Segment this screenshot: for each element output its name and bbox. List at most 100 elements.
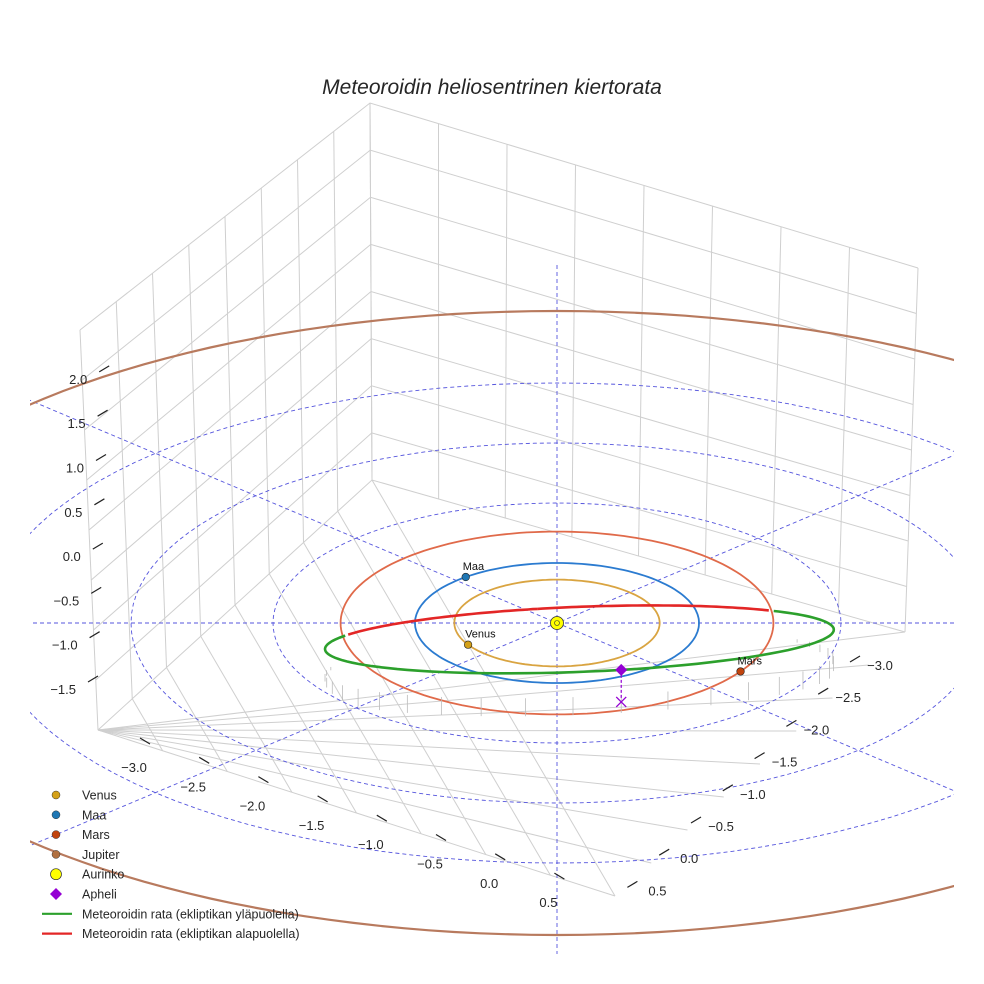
legend-marker [50,868,62,881]
legend-marker [51,810,61,820]
x-tick-label: −3.0 [121,760,147,775]
meteoroid-orbit-above [323,609,836,675]
y-tick-label: −1.0 [740,787,766,802]
z-tick-mark [98,365,110,373]
planet-label-venus: Venus [465,629,496,641]
z-tick-label: 0.5 [64,505,82,520]
z-tick-mark [90,586,102,594]
floor-grid-line [97,729,761,765]
z-tick-label: 2.0 [69,372,87,387]
meteoroid-orbit-below [347,607,538,636]
floor-grid-line [97,697,833,731]
x-tick-mark [198,756,210,764]
x-tick-mark [554,872,565,880]
z-tick-label: −1.5 [50,682,76,697]
floor-grid-line [97,631,906,731]
y-tick-mark [786,719,797,727]
floor-grid-line [97,729,652,864]
floor-grid-line [97,729,688,831]
z-tick-label: −0.5 [54,593,80,608]
planet-maa [461,572,470,582]
ecliptic-ring [130,442,954,804]
legend-label: Venus [82,789,117,803]
pane-grid-line [79,102,919,331]
z-tick-label: −1.0 [52,638,78,653]
legend-label: Jupiter [82,848,120,862]
y-tick-label: −2.5 [835,690,861,705]
pane-grid-line [97,479,906,731]
x-tick-label: −2.0 [240,799,266,814]
y-tick-label: −0.5 [708,819,734,834]
planet-venus [463,640,473,649]
z-tick-label: 0.0 [63,549,81,564]
y-tick-label: −3.0 [867,658,893,673]
x-tick-label: 0.0 [480,876,498,891]
orbit-venus [453,578,661,668]
pane-grid-line [84,196,915,431]
floor-grid-line [97,664,869,731]
y-tick-mark [754,752,765,760]
pane-grid-line [88,290,912,531]
sun-core [554,620,560,626]
floor-grid-line [97,729,724,798]
y-tick-mark [849,655,861,663]
pane-grid-line [81,149,917,381]
legend-label: Apheli [82,888,117,902]
z-tick-mark [97,409,108,417]
pane-grid-line [95,432,907,681]
floor-grid-line [131,698,164,752]
z-tick-label: 1.0 [66,461,84,476]
meteoroid-orbit [323,604,836,717]
floor-grid-line [234,604,357,814]
legend-label: Maa [82,808,106,822]
x-tick-label: 0.5 [539,895,557,910]
legend-label: Meteoroidin rata (ekliptikan alapuolella… [82,927,299,941]
floor-grid-line [200,635,293,793]
y-tick-label: 0.0 [680,851,698,866]
y-tick-mark [658,848,670,856]
x-tick-mark [139,737,151,745]
floor-grid-line [268,573,422,835]
floor-grid-line [303,542,487,855]
y-tick-mark [817,687,829,695]
axis-ticks: −1.5 −1.0 −0.5 0.0 0.5 1.0 1.5 2.0 −3.0 −2.5 −2.0 −… [50,365,893,910]
y-tick-mark [722,784,734,792]
x-tick-label: −0.5 [417,857,443,872]
planet-mars [736,667,745,676]
orbit-jupiter [30,309,954,937]
planet-orbits [30,309,954,937]
x-tick-label: −1.0 [358,837,384,852]
legend-label: Meteoroidin rata (ekliptikan yläpuolella… [82,907,299,921]
pane-grid-line [86,243,914,481]
y-tick-label: −2.0 [804,722,830,737]
z-tick-mark [92,542,104,550]
x-tick-mark [258,776,269,784]
height-drop-lines [324,639,835,717]
y-tick-label: 0.5 [648,883,666,898]
legend-marker [51,790,61,800]
celestial-bodies: Venus Maa Mars [461,561,763,708]
legend-label: Aurinko [82,868,124,882]
z-tick-mark [95,453,107,462]
meteoroid-orbit-below [537,604,769,612]
ecliptic-ring [30,382,954,864]
sun-marker [550,616,564,630]
y-tick-label: −1.5 [772,755,798,770]
x-tick-mark [494,853,506,861]
floor-grid-line [337,510,551,876]
legend-marker [51,830,61,839]
planet-label-maa: Maa [463,561,485,573]
z-tick-mark [89,631,100,639]
pane-grid-line [90,338,911,581]
legend-label: Mars [82,828,110,842]
floor-grid-line [97,729,797,732]
x-tick-mark [317,795,328,803]
x-tick-label: −1.5 [299,818,325,833]
y-tick-mark [690,816,702,824]
orbit-maa [414,562,700,684]
x-tick-mark [376,814,388,822]
planet-label-mars: Mars [738,655,763,667]
z-tick-label: 1.5 [68,416,86,431]
floor-grid-line [371,479,616,897]
